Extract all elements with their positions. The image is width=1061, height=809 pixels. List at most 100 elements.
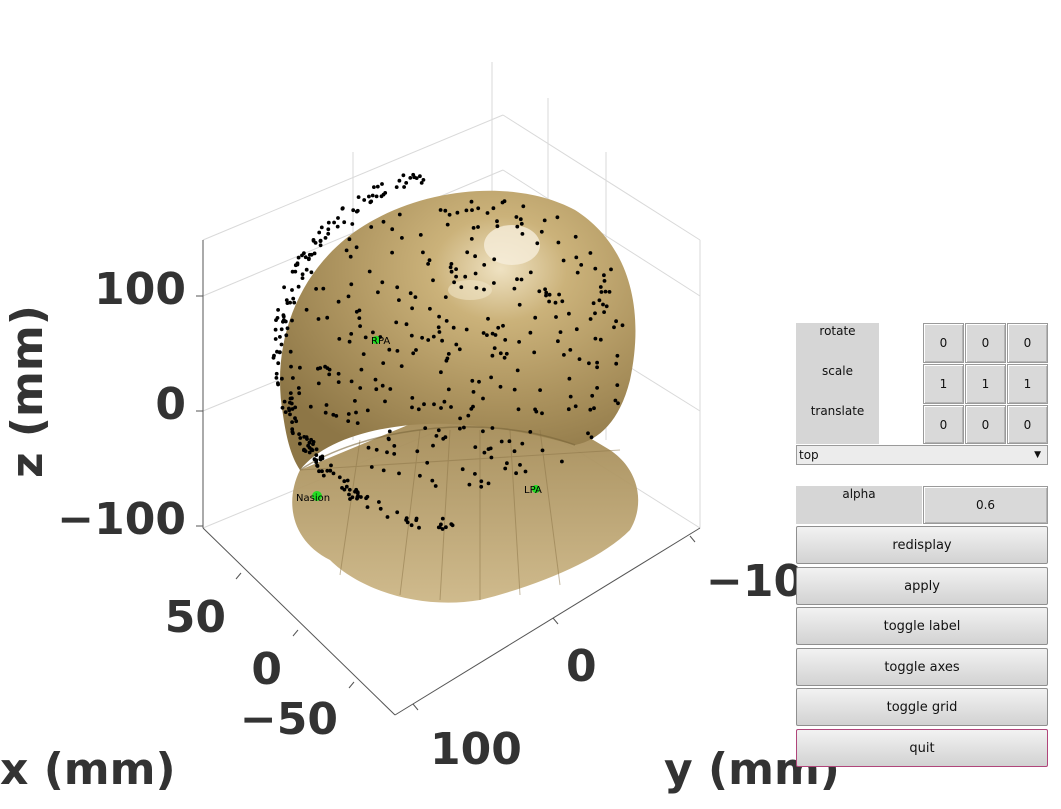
headshape-point xyxy=(315,464,320,468)
toggle-axes-button[interactable]: toggle axes xyxy=(796,648,1048,686)
headshape-point xyxy=(519,277,524,282)
scale-y-input[interactable]: 1 xyxy=(965,364,1006,404)
headshape-point xyxy=(421,250,425,255)
headshape-point xyxy=(489,455,494,460)
headshape-point xyxy=(420,335,424,340)
headshape-point xyxy=(359,367,364,372)
rotate-z-input[interactable]: 0 xyxy=(1007,323,1048,363)
headshape-point xyxy=(588,317,593,321)
quit-button[interactable]: quit xyxy=(796,729,1048,767)
headshape-point xyxy=(274,371,279,376)
headshape-point xyxy=(410,405,414,410)
headshape-point xyxy=(358,324,362,328)
headshape-point xyxy=(539,229,544,234)
headshape-point xyxy=(376,290,380,295)
rotate-x-input[interactable]: 0 xyxy=(923,323,964,363)
headshape-point xyxy=(369,199,374,204)
x-tick-minus-50: −50 xyxy=(240,694,338,745)
headshape-point xyxy=(347,487,352,492)
alpha-input[interactable]: 0.6 xyxy=(923,486,1048,524)
headshape-point xyxy=(353,399,357,403)
headshape-point xyxy=(369,465,374,469)
scale-x-input[interactable]: 1 xyxy=(923,364,964,404)
headshape-point xyxy=(386,436,391,441)
headshape-point xyxy=(351,208,356,213)
headshape-point xyxy=(370,193,375,198)
headshape-point xyxy=(354,245,359,250)
headshape-point xyxy=(437,330,442,334)
headshape-point xyxy=(349,282,354,287)
headshape-point xyxy=(471,226,476,230)
headshape-point xyxy=(392,444,397,448)
headshape-point xyxy=(325,468,330,473)
headshape-point xyxy=(284,298,289,302)
headshape-point xyxy=(308,404,313,409)
headshape-point xyxy=(512,286,517,291)
headshape-point xyxy=(595,365,599,370)
headshape-point xyxy=(346,294,351,299)
z-axis-label: z (mm) xyxy=(2,305,53,478)
headshape-point xyxy=(316,366,320,371)
headshape-point xyxy=(290,288,294,292)
headshape-point xyxy=(323,410,328,415)
headshape-point xyxy=(332,220,336,225)
headshape-point xyxy=(479,484,484,489)
headshape-point xyxy=(349,332,354,336)
headshape-point xyxy=(400,236,404,240)
headshape-point xyxy=(409,523,414,528)
apply-button[interactable]: apply xyxy=(796,567,1048,605)
headshape-point xyxy=(464,327,469,332)
view-select[interactable]: top ▼ xyxy=(796,445,1048,465)
headshape-point xyxy=(356,195,361,200)
headshape-point xyxy=(325,315,330,320)
headshape-point xyxy=(471,390,476,394)
headshape-point xyxy=(439,406,443,410)
headshape-point xyxy=(355,208,360,213)
headshape-point xyxy=(374,387,379,392)
headshape-point xyxy=(423,426,428,430)
headshape-point xyxy=(481,396,485,401)
headshape-point xyxy=(533,407,537,412)
redisplay-button[interactable]: redisplay xyxy=(796,526,1048,564)
translate-y-input[interactable]: 0 xyxy=(965,405,1006,444)
headshape-point xyxy=(304,307,309,312)
headshape-point xyxy=(440,338,444,343)
headshape-point xyxy=(523,469,528,474)
headshape-point xyxy=(558,330,563,334)
headshape-point xyxy=(490,353,495,358)
headshape-point xyxy=(445,222,450,227)
chevron-down-icon: ▼ xyxy=(1034,450,1041,460)
headshape-point xyxy=(364,496,368,501)
headshape-point xyxy=(567,311,571,316)
scale-label: scale xyxy=(796,363,879,403)
headshape-point xyxy=(535,241,540,246)
headshape-point xyxy=(603,289,608,294)
headshape-point xyxy=(336,299,341,304)
headshape-point xyxy=(404,181,409,185)
headshape-point xyxy=(477,379,481,384)
headshape-point xyxy=(517,302,522,307)
headshape-point xyxy=(321,473,326,478)
headshape-point xyxy=(288,400,292,405)
rotate-y-input[interactable]: 0 xyxy=(965,323,1006,363)
headshape-point xyxy=(300,253,304,258)
toggle-grid-button[interactable]: toggle grid xyxy=(796,688,1048,726)
headshape-point xyxy=(457,347,462,352)
headshape-point xyxy=(350,222,355,226)
scale-z-input[interactable]: 1 xyxy=(1007,364,1048,404)
translate-z-input[interactable]: 0 xyxy=(1007,405,1048,444)
headshape-point xyxy=(418,174,422,179)
headshape-point xyxy=(426,262,430,266)
translate-x-input[interactable]: 0 xyxy=(923,405,964,444)
headshape-point xyxy=(327,372,332,377)
headshape-point xyxy=(496,325,501,330)
toggle-label-button[interactable]: toggle label xyxy=(796,607,1048,645)
headshape-point xyxy=(512,387,517,392)
headshape-point xyxy=(411,351,416,356)
headshape-point xyxy=(614,319,618,324)
headshape-point xyxy=(598,337,603,342)
headshape-point xyxy=(448,265,453,270)
headshape-point xyxy=(272,353,276,358)
headshape-point xyxy=(367,269,372,274)
